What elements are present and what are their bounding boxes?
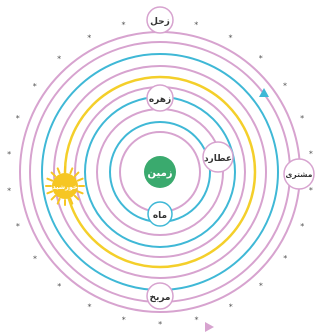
sun-body: خورشید <box>45 166 85 206</box>
fixed-star: * <box>57 54 61 63</box>
fixed-star: * <box>158 320 162 329</box>
fixed-star: * <box>57 282 61 291</box>
fixed-star: * <box>259 282 263 291</box>
fixed-star: * <box>88 303 92 312</box>
sun-ray <box>50 194 57 201</box>
sun-ray <box>69 167 74 175</box>
sun-ray <box>76 177 84 182</box>
fixed-star: * <box>309 186 313 195</box>
sun-ray <box>73 171 80 178</box>
sun-ray <box>46 177 54 182</box>
fixed-stars: ************************** <box>7 16 313 329</box>
saturn-label: زحل <box>150 17 170 27</box>
fixed-star: * <box>283 82 287 91</box>
jupiter-label: مشتری <box>286 170 313 179</box>
fixed-star: * <box>87 34 91 43</box>
sun-ray <box>50 171 57 178</box>
moon-circle <box>147 201 173 227</box>
moon-body: ماه <box>147 201 173 227</box>
saturn-circle <box>146 6 174 34</box>
earth-disc-icon <box>144 156 176 188</box>
fixed-star: * <box>300 222 304 231</box>
arrow-up-icon <box>259 88 269 97</box>
sun-label: خورشید <box>52 183 78 191</box>
sun-ray <box>56 197 61 205</box>
fixed-star: * <box>16 222 20 231</box>
fixed-star: * <box>195 316 199 325</box>
moon-label: ماه <box>153 211 167 221</box>
jupiter-body: مشتری <box>283 158 315 190</box>
earth-label: زمین <box>147 168 172 179</box>
sun-ray <box>46 190 54 195</box>
fixed-star: * <box>300 114 304 123</box>
fixed-star: * <box>283 254 287 263</box>
fixed-star: * <box>16 114 20 123</box>
jupiter-circle <box>283 158 315 190</box>
saturn-body: زحل <box>146 6 174 34</box>
fixed-star: * <box>309 150 313 159</box>
mars-circle <box>146 282 174 310</box>
mars-label: مریخ <box>149 293 170 303</box>
arrow-right-icon <box>205 322 214 332</box>
mercury-label: عطارد <box>204 154 232 164</box>
fixed-star: * <box>259 54 263 63</box>
sun-disc <box>52 173 78 199</box>
venus-circle <box>146 84 174 112</box>
fixed-star: * <box>7 150 11 159</box>
earth-body: زمین <box>144 156 176 188</box>
fixed-star: * <box>7 186 11 195</box>
sun-ray <box>76 190 84 195</box>
fixed-star: * <box>194 20 198 29</box>
mercury-circle <box>202 141 234 173</box>
sun-ray <box>69 197 74 205</box>
sun-icon <box>45 166 85 206</box>
fixed-star: * <box>229 33 233 42</box>
venus-label: زهره <box>149 95 171 105</box>
sun-ray <box>73 194 80 201</box>
mars-orbit <box>53 65 267 279</box>
mercury-body: عطارد <box>202 141 234 173</box>
sun-ray <box>56 167 61 175</box>
fixed-star: * <box>122 20 126 29</box>
venus-body: زهره <box>146 84 174 112</box>
fixed-star: * <box>33 254 37 263</box>
mars-body: مریخ <box>146 282 174 310</box>
fixed-star: * <box>33 82 37 91</box>
fixed-star: * <box>122 316 126 325</box>
fixed-star: * <box>229 303 233 312</box>
